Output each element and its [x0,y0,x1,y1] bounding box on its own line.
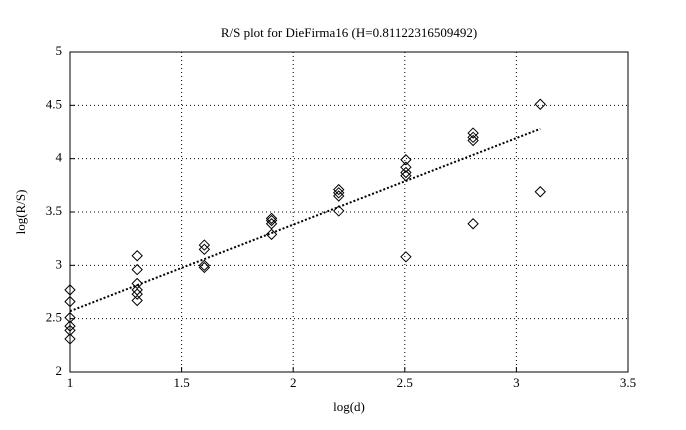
diamond-point [131,263,143,276]
diamond-point [198,261,211,274]
x-tick-label: 2.5 [397,375,413,390]
diamond-point [198,243,211,256]
y-tick-label: 4 [56,150,63,165]
diamond-point [265,214,278,227]
y-tick-label: 2.5 [46,310,62,325]
diamond-point [265,212,278,225]
y-axis-label: log(R/S) [13,190,28,235]
diamond-point [64,320,76,332]
y-tick-label: 2 [56,363,63,378]
x-tick-label: 3.5 [620,375,636,390]
diamond-point [131,250,143,262]
y-tick-label: 5 [56,43,63,58]
diamond-point [467,134,479,147]
x-axis-label: log(d) [333,399,365,414]
diamond-point [265,228,278,241]
x-tick-label: 1 [67,375,74,390]
diamond-point [534,186,546,198]
diamond-point [534,98,546,110]
x-tick-label: 2 [290,375,297,390]
x-tick-label: 1.5 [173,375,189,390]
diamond-point [400,166,412,179]
y-tick-label: 4.5 [46,96,62,111]
diamond-point [64,284,76,296]
diamond-point [198,259,211,272]
y-tick-label: 3 [56,256,63,271]
diamond-point [131,288,143,300]
diamond-point [64,324,76,337]
diamond-point [64,333,76,345]
x-tick-label: 3 [513,375,520,390]
diamond-point [333,183,345,196]
diamond-point [467,131,479,144]
fit-line [69,127,541,313]
diamond-point [333,187,345,199]
diamond-point [198,239,211,251]
diamond-point [64,295,76,308]
diamond-point [400,154,412,166]
diamond-point [400,251,412,263]
diamond-point [400,161,412,173]
y-tick-label: 3.5 [46,203,62,218]
diamond-point [64,311,76,324]
diamond-point [333,190,345,202]
diamond-point [467,218,479,230]
diamond-point [467,127,479,139]
plot-frame [69,51,629,373]
diamond-point [131,294,143,307]
chart-title: R/S plot for DieFirma16 (H=0.81122316509… [221,25,477,40]
